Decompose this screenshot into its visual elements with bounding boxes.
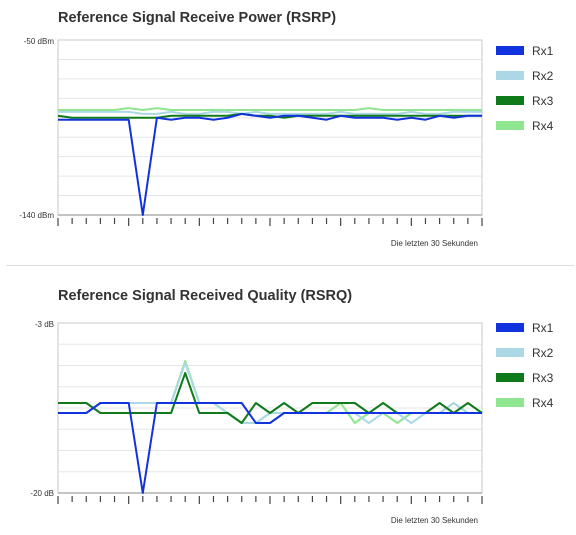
y-tick-label-bottom: -20 dB <box>30 489 54 498</box>
x-axis-label: Die letzten 30 Sekunden <box>391 239 478 248</box>
plot-area-frame <box>57 39 483 216</box>
legend-swatch <box>496 96 524 105</box>
panel-divider <box>6 265 574 266</box>
series-line-rx4 <box>58 107 482 111</box>
series-line-rx1 <box>58 112 482 216</box>
rsrq-legend-item-rx1[interactable]: Rx1 <box>496 315 553 340</box>
legend-label: Rx1 <box>532 43 554 58</box>
legend-label: Rx1 <box>532 320 554 335</box>
rsrp-legend-item-rx4[interactable]: Rx4 <box>496 113 553 138</box>
x-axis-label: Die letzten 30 Sekunden <box>391 516 478 525</box>
rsrp-legend-item-rx3[interactable]: Rx3 <box>496 88 553 113</box>
legend-label: Rx2 <box>532 68 554 83</box>
rsrq-legend: Rx1 Rx2 Rx3 Rx4 <box>496 315 553 415</box>
y-tick-label-top: -50 dBm <box>24 37 55 46</box>
rsrp-legend-item-rx1[interactable]: Rx1 <box>496 38 553 63</box>
legend-label: Rx3 <box>532 370 554 385</box>
rsrp-legend: Rx1 Rx2 Rx3 Rx4 <box>496 38 553 138</box>
series-line-rx3 <box>58 372 483 424</box>
y-tick-label-top: -3 dB <box>35 320 54 329</box>
y-tick-label-bottom: -140 dBm <box>19 211 54 220</box>
rsrq-legend-item-rx2[interactable]: Rx2 <box>496 340 553 365</box>
series-line-rx3 <box>57 112 482 119</box>
legend-label: Rx2 <box>532 345 554 360</box>
legend-label: Rx4 <box>532 118 554 133</box>
legend-swatch <box>496 348 524 357</box>
rsrq-panel: Reference Signal Received Quality (RSRQ)… <box>0 268 576 535</box>
series-line-rx2 <box>58 110 482 115</box>
legend-swatch <box>496 71 524 80</box>
legend-swatch <box>496 121 524 130</box>
rsrq-legend-item-rx3[interactable]: Rx3 <box>496 365 553 390</box>
series-line-rx1 <box>58 402 482 494</box>
legend-swatch <box>496 373 524 382</box>
legend-label: Rx4 <box>532 395 554 410</box>
legend-swatch <box>496 398 524 407</box>
rsrq-chart: -3 dB -20 dB Die letzten 30 Sekunden <box>30 320 483 525</box>
rsrp-title: Reference Signal Receive Power (RSRP) <box>58 10 337 26</box>
rsrq-legend-item-rx4[interactable]: Rx4 <box>496 390 553 415</box>
rsrp-legend-item-rx2[interactable]: Rx2 <box>496 63 553 88</box>
rsrp-chart: -50 dBm -140 dBm Die letzten 30 Sekunden <box>19 37 483 248</box>
rsrq-title: Reference Signal Received Quality (RSRQ) <box>58 288 353 304</box>
rsrp-panel: Reference Signal Receive Power (RSRP) -5… <box>0 0 576 265</box>
legend-swatch <box>496 323 524 332</box>
legend-swatch <box>496 46 524 55</box>
legend-label: Rx3 <box>532 93 554 108</box>
